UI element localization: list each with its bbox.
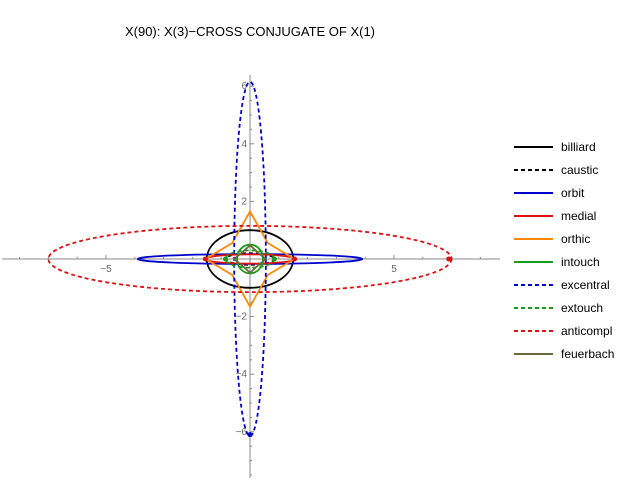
legend-label-anticompl: anticompl	[561, 324, 612, 338]
y-tick-label: −6	[236, 427, 248, 438]
y-tick-label: −4	[236, 369, 248, 380]
legend: billiard caustic orbit medial orthic intouch e…	[514, 140, 614, 361]
axes: −5 5 −6 −4 −2 2 4 6	[2, 75, 500, 478]
legend-label-billiard: billiard	[561, 140, 596, 154]
y-tick-label: 2	[241, 196, 247, 207]
vertex-marker	[292, 256, 298, 262]
vertex-marker	[202, 256, 208, 262]
y-tick-label: 6	[241, 81, 247, 92]
chart-title: X(90): X(3)−CROSS CONJUGATE OF X(1)	[125, 24, 375, 39]
legend-label-medial: medial	[561, 209, 596, 223]
legend-label-orthic: orthic	[561, 232, 590, 246]
y-tick-label: −2	[236, 312, 248, 323]
plot-area: −5 5 −6 −4 −2 2 4 6	[2, 75, 500, 478]
legend-label-feuerbach: feuerbach	[561, 347, 614, 361]
series-feuerbach	[232, 243, 268, 275]
markers	[202, 256, 452, 438]
legend-label-excentral: excentral	[561, 278, 610, 292]
legend-label-extouch: extouch	[561, 301, 603, 315]
x-tick-label: −5	[100, 264, 112, 275]
y-tick-label: 4	[241, 139, 247, 150]
x-tick-label: 5	[391, 264, 397, 275]
vertex-marker	[271, 256, 277, 262]
legend-label-intouch: intouch	[561, 255, 600, 269]
series-anticompl	[47, 224, 453, 294]
series-orthic	[203, 209, 297, 309]
vertex-marker	[223, 256, 229, 262]
legend-label-caustic: caustic	[561, 163, 598, 177]
vertex-marker	[446, 256, 452, 262]
vertex-marker	[247, 432, 253, 438]
legend-label-orbit: orbit	[561, 186, 585, 200]
